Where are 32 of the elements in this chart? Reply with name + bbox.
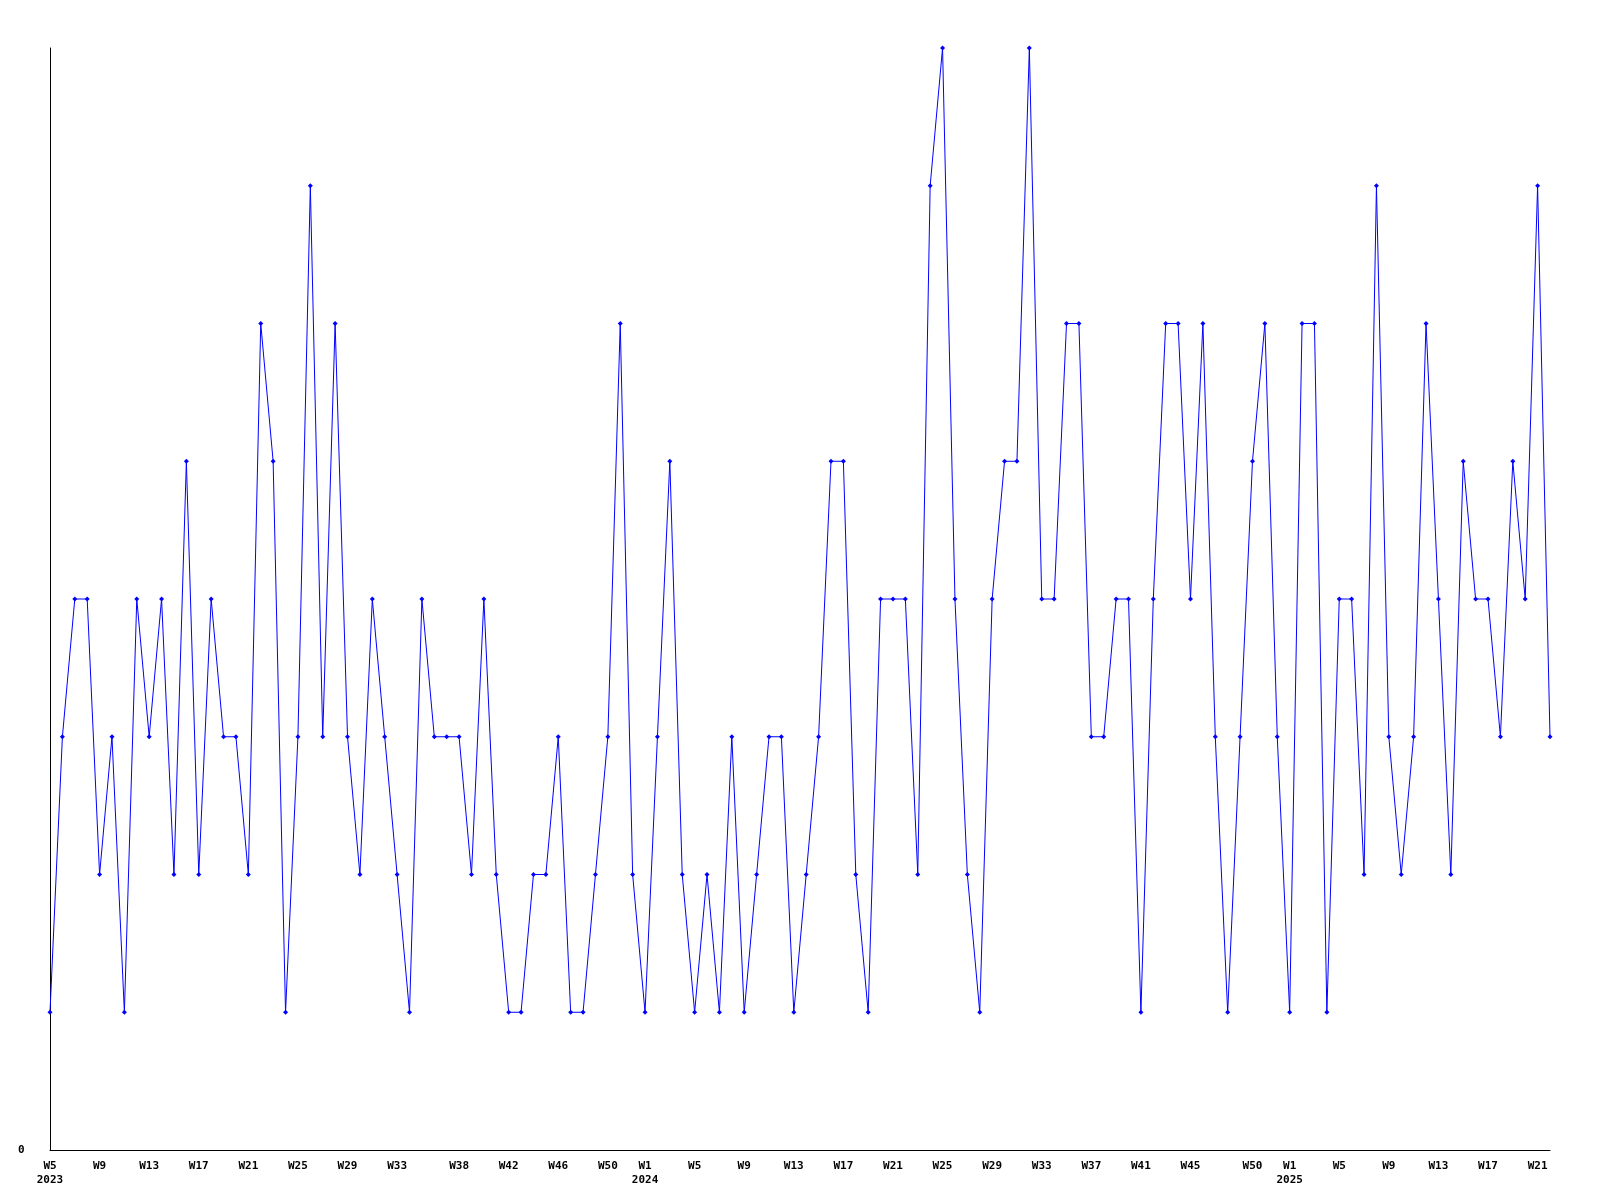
x-tick-label: W46 [548,1158,569,1172]
text: 0 [18,1143,25,1156]
x-tick-label: W17 [833,1158,854,1172]
x-tick-label: W13 [783,1158,804,1172]
x-tick-label: W1 2025 [1276,1158,1303,1186]
x-tick-label: W9 [1382,1158,1396,1172]
x-tick-label: W21 [1527,1158,1548,1172]
x-tick-label: W13 [1428,1158,1449,1172]
x-tick-label: W5 [688,1158,702,1172]
x-tick-label: W5 [1332,1158,1346,1172]
x-tick-label: W25 [932,1158,953,1172]
x-tick-label: W1 2024 [631,1158,659,1186]
x-tick-label: W17 [188,1158,209,1172]
x-tick-label: W33 [387,1158,408,1172]
x-tick-label: W42 [498,1158,519,1172]
x-tick-label: W29 [982,1158,1003,1172]
x-tick-label: W50 [1242,1158,1263,1172]
x-tick-label: W9 [92,1158,107,1172]
x-tick-label: W29 [337,1158,358,1172]
x-tick-label: W50 [597,1158,618,1172]
x-tick-label: W21 [238,1158,259,1172]
x-tick-label: W37 [1081,1158,1102,1172]
x-tick-label: W5 2023 [36,1158,64,1186]
x-tick-label: W41 [1130,1158,1152,1172]
x-tick-label: W21 [883,1158,904,1172]
x-tick-label: W13 [139,1158,160,1172]
x-tick-label: W33 [1031,1158,1052,1172]
x-tick-label: W9 [737,1158,751,1172]
x-tick-label: W38 [449,1158,470,1172]
x-tick-label: W45 [1180,1158,1201,1172]
x-tick-label: W17 [1478,1158,1498,1172]
x-tick-label: W25 [288,1158,308,1172]
